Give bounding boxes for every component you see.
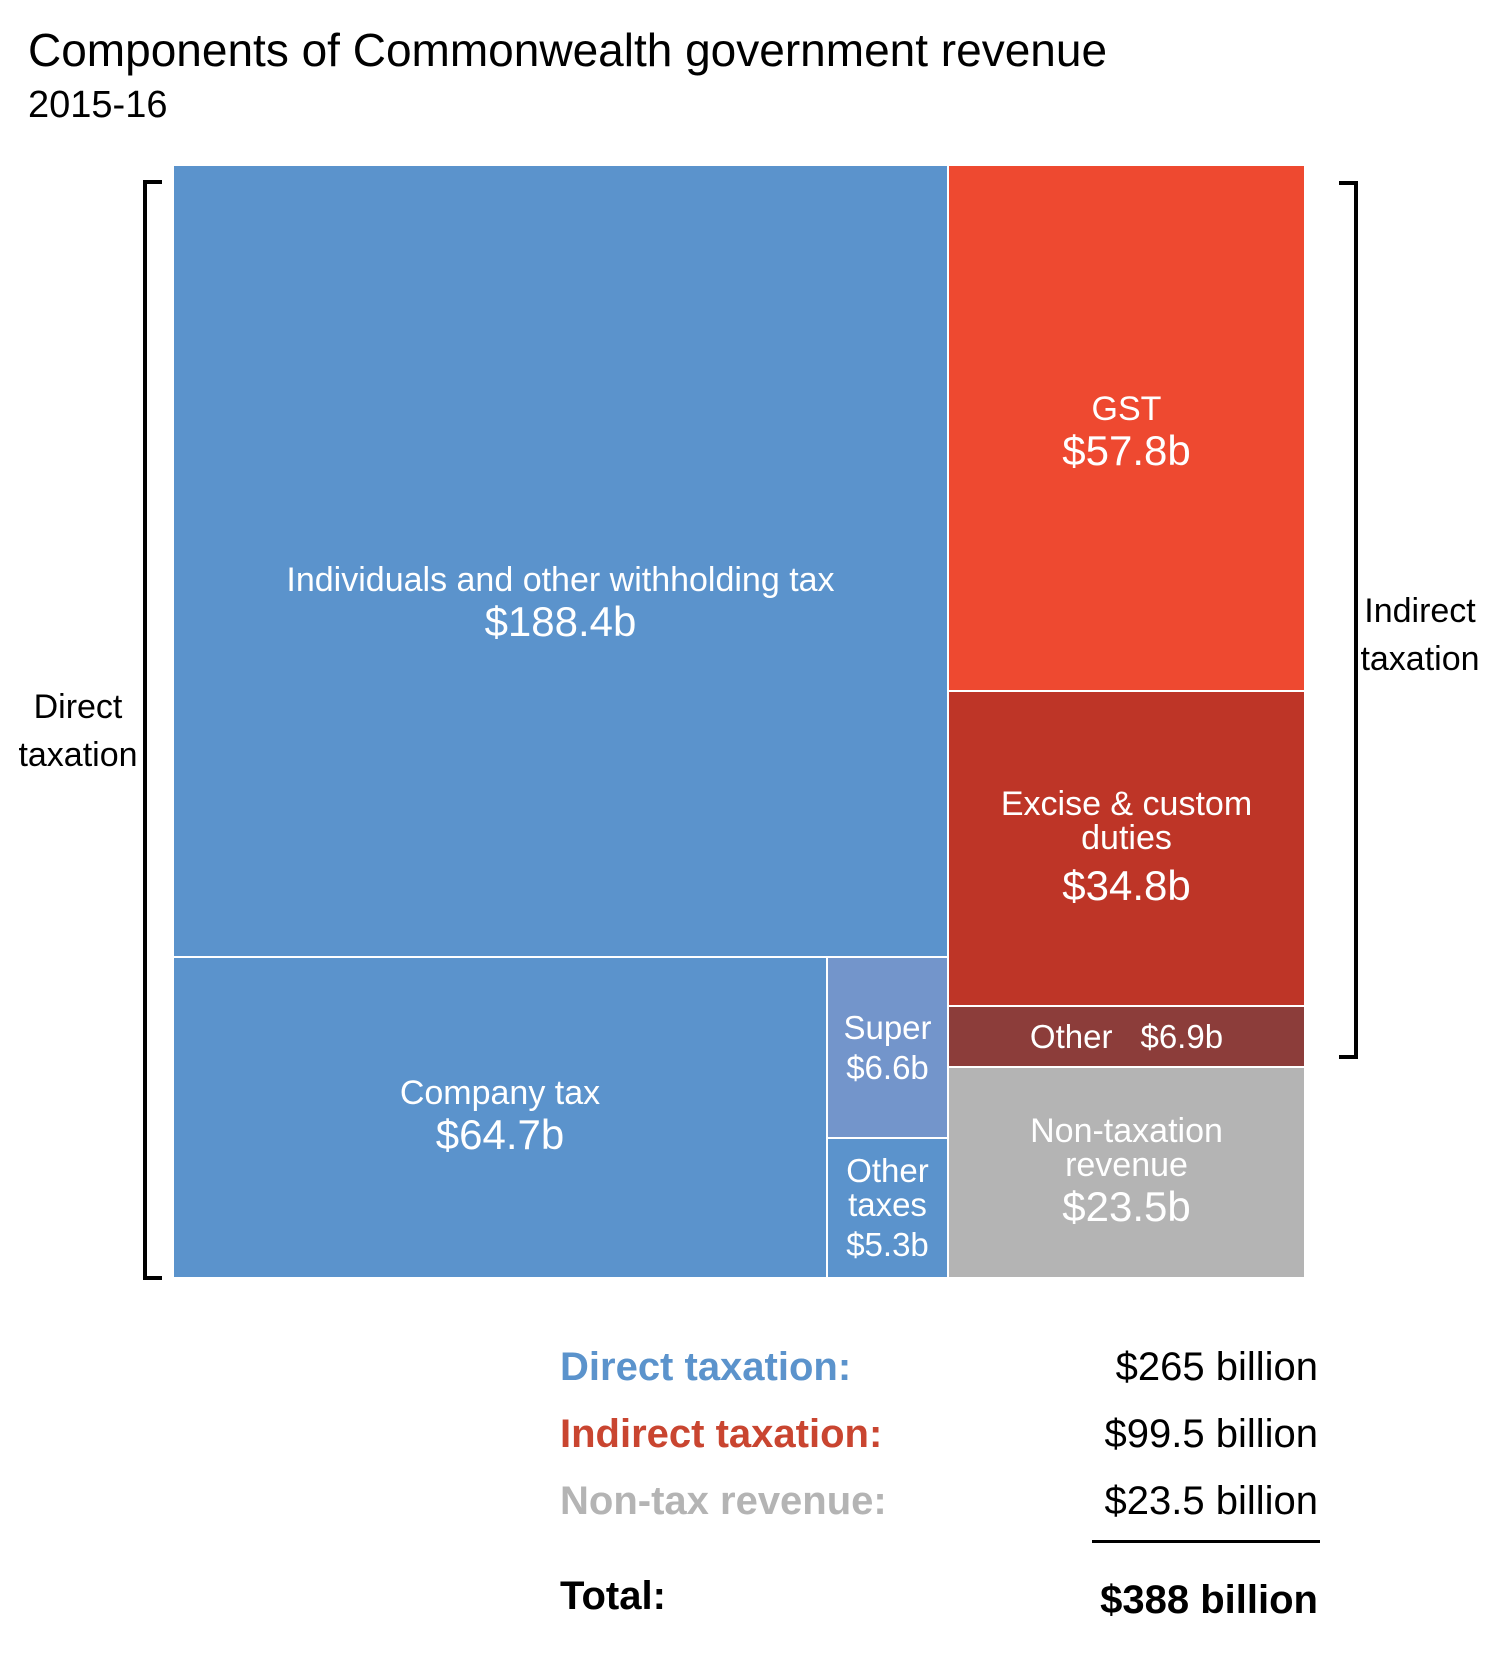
indirect-taxation-bracket: [1339, 181, 1358, 1059]
total-rule: [1092, 1540, 1320, 1543]
tile-value: $188.4b: [484, 598, 637, 645]
tile-label: Individuals and other withholding tax: [286, 561, 835, 599]
tile-value: $5.3b: [846, 1226, 929, 1263]
summary-total-label: Total:: [560, 1574, 666, 1618]
tile-value: $34.8b: [1062, 861, 1191, 909]
summary-nontax-label: Non-tax revenue:: [560, 1479, 887, 1523]
summary-indirect-value: $99.5 billion: [1104, 1412, 1319, 1456]
tile-label: Company tax: [399, 1073, 601, 1112]
tile-value: $6.6b: [846, 1048, 929, 1086]
tile-non-taxation-revenue: Non-taxation revenue $23.5b: [948, 1067, 1305, 1278]
tile-super: Super $6.6b: [827, 957, 948, 1138]
chart-subtitle: 2015-16: [28, 84, 168, 126]
tile-label: Excise & custom duties: [1000, 784, 1253, 857]
tile-label: GST: [1091, 390, 1162, 428]
tile-label: Other taxes: [846, 1152, 929, 1223]
tile-label: Super: [843, 1008, 932, 1046]
tile-value: $23.5b: [1062, 1182, 1191, 1230]
tile-gst: GST $57.8b: [948, 165, 1305, 691]
tile-other-indirect: Other $6.9b: [948, 1006, 1305, 1067]
tile-other-taxes: Other taxes $5.3b: [827, 1138, 948, 1278]
direct-taxation-bracket: [143, 180, 162, 1280]
chart-title: Components of Commonwealth government re…: [28, 24, 1108, 76]
tile-individuals-tax: Individuals and other withholding tax $18…: [173, 165, 948, 957]
tile-excise-custom-duties: Excise & custom duties $34.8b: [948, 691, 1305, 1006]
tile-value: $64.7b: [435, 1110, 565, 1158]
summary-total-value: $388 billion: [1100, 1578, 1318, 1622]
tile-label: Other: [1029, 1017, 1113, 1055]
summary-direct-value: $265 billion: [1115, 1345, 1318, 1389]
tile-value: $6.9b: [1140, 1017, 1224, 1055]
direct-taxation-label: Direct taxation: [18, 688, 138, 774]
tile-value: $57.8b: [1062, 427, 1191, 474]
tile-company-tax: Company tax $64.7b: [173, 957, 827, 1278]
summary-indirect-label: Indirect taxation:: [560, 1412, 883, 1456]
summary-direct-label: Direct taxation:: [560, 1345, 852, 1389]
summary-nontax-value: $23.5 billion: [1104, 1479, 1319, 1523]
indirect-taxation-label: Indirect taxation: [1360, 592, 1480, 678]
tile-label: Non-taxation revenue: [1030, 1111, 1223, 1184]
